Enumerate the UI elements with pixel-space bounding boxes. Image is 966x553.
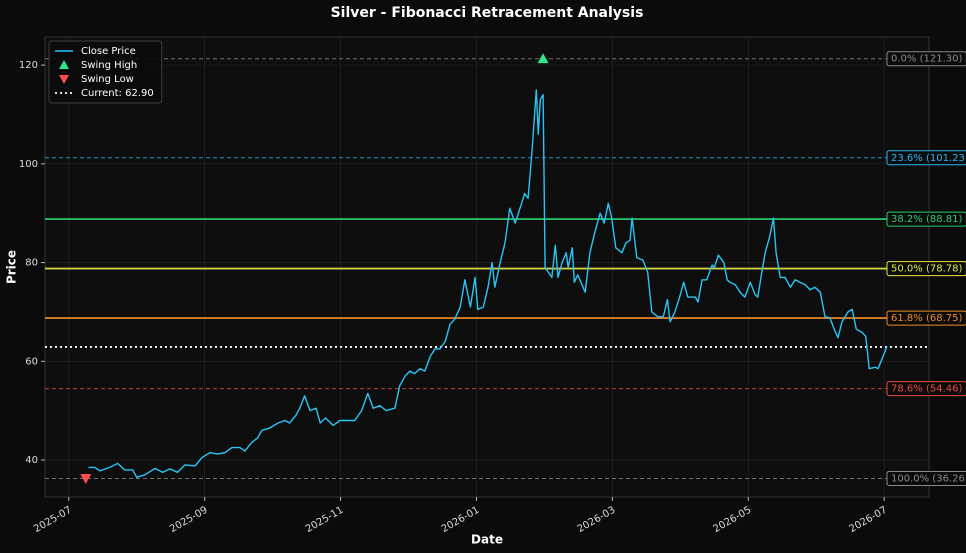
swing-marker: [537, 53, 549, 64]
price-line: [88, 89, 888, 478]
y-tick-label: 40: [25, 455, 38, 466]
swing-marker: [80, 474, 92, 484]
plot-area: [44, 36, 930, 498]
y-tick-label: 60: [25, 356, 38, 367]
legend-box: [48, 40, 163, 104]
fib-label-box: [886, 51, 966, 67]
fib-levels: 0.0% (121.30) 23.6% (101.23) 38.2% (88.81)…: [45, 51, 966, 486]
legend-label: Swing Low: [81, 74, 134, 85]
fib-label: 61.8% (68.75): [891, 313, 962, 324]
chart-title: Silver - Fibonacci Retracement Analysis: [331, 5, 644, 21]
y-tick-label: 80: [25, 258, 38, 269]
fib-label-box: [886, 470, 966, 486]
x-axis-label: Date: [471, 533, 503, 547]
fib-label: 78.6% (54.46): [891, 384, 962, 395]
fib-label-box: [886, 381, 966, 397]
fib-label: 100.0% (36.26): [891, 473, 966, 484]
fib-label: 50.0% (78.78): [891, 264, 962, 275]
fib-label-box: [886, 261, 966, 277]
legend-swatch: [59, 75, 69, 84]
y-tick-label: 120: [19, 60, 38, 71]
fib-label-box: [886, 310, 966, 326]
y-axis-label: Price: [5, 250, 19, 284]
fib-label: 23.6% (101.23): [891, 153, 966, 164]
y-tick-label: 100: [19, 159, 38, 170]
fib-label: 0.0% (121.30): [891, 54, 962, 65]
fib-label-box: [886, 211, 966, 227]
data: [80, 53, 888, 484]
legend-label: Current: 62.90: [81, 88, 154, 99]
fib-label-box: [886, 150, 966, 166]
fib-label: 38.2% (88.81): [891, 214, 962, 225]
legend-swatch: [59, 60, 69, 69]
legend-label: Swing High: [81, 60, 137, 71]
legend-label: Close Price: [81, 46, 136, 57]
legend: Close Price Swing High Swing Low Current: 6…: [48, 40, 163, 104]
